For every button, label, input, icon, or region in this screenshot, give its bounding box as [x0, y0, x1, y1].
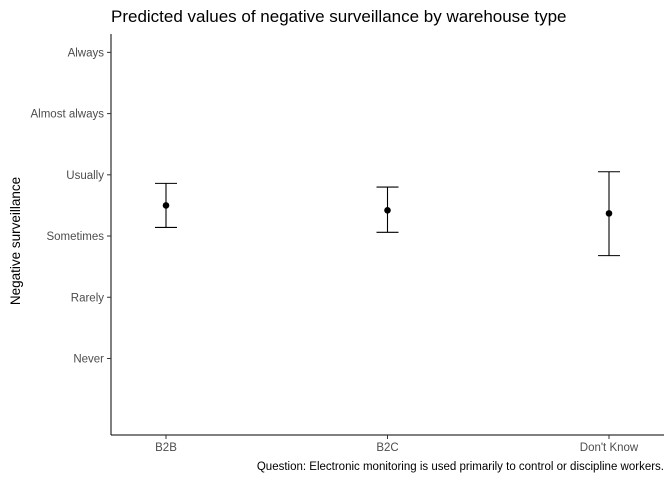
x-tick-label: B2B [155, 442, 177, 454]
error-bars [155, 171, 620, 257]
y-tick-label: Usually [66, 170, 104, 182]
data-point [605, 210, 613, 217]
chart-title: Predicted values of negative surveillanc… [111, 7, 567, 26]
y-tick-label: Almost always [31, 109, 105, 121]
data-point [384, 207, 391, 214]
y-tick-label: Rarely [71, 292, 104, 304]
x-tick-label: B2C [376, 442, 398, 454]
y-tick-label: Sometimes [46, 231, 104, 243]
y-tick-label: Never [73, 353, 104, 365]
y-axis-title: Negative surveillance [8, 177, 23, 305]
x-tick-label: Don't Know [580, 442, 639, 454]
y-tick-label: Always [68, 47, 105, 59]
y-axis: Never Rarely Sometimes Usually Almost always… [31, 34, 112, 435]
x-axis: B2B B2C Don't Know [111, 434, 664, 454]
data-point [162, 202, 170, 209]
caption: Question: Electronic monitoring is used … [257, 461, 664, 473]
